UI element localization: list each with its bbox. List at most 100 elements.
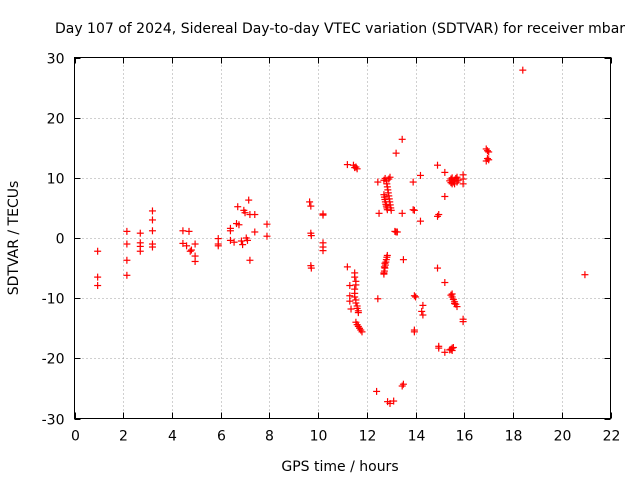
data-point bbox=[352, 281, 360, 289]
data-point bbox=[148, 227, 156, 235]
data-point bbox=[380, 269, 388, 277]
data-point bbox=[307, 202, 315, 210]
data-point bbox=[226, 227, 234, 235]
data-point bbox=[354, 309, 362, 317]
y-axis-label: SDTVAR / TECUs bbox=[6, 181, 22, 296]
data-point bbox=[343, 161, 351, 169]
data-point bbox=[448, 174, 456, 182]
data-point bbox=[399, 256, 407, 264]
data-point bbox=[123, 271, 131, 279]
y-tick-label: 10 bbox=[47, 172, 65, 188]
data-point bbox=[447, 175, 455, 183]
data-point bbox=[352, 299, 360, 307]
data-point bbox=[519, 66, 527, 74]
data-point bbox=[398, 382, 406, 390]
data-point bbox=[123, 256, 131, 264]
data-point bbox=[441, 168, 449, 176]
y-tick-label: 20 bbox=[47, 112, 65, 128]
x-tick-label: 22 bbox=[603, 429, 621, 445]
data-point bbox=[94, 282, 102, 290]
axes: 0 2 4 6 8 10 12 14 16 18 20 22 -30 -20 -10 0 10 20 30 bbox=[42, 52, 621, 445]
y-tick-label: 0 bbox=[56, 232, 65, 248]
data-point bbox=[307, 232, 315, 240]
chart-title: Day 107 of 2024, Sidereal Day-to-day VTE… bbox=[55, 21, 625, 37]
data-point bbox=[346, 282, 354, 290]
data-point bbox=[399, 380, 407, 388]
data-point bbox=[410, 292, 418, 300]
data-point bbox=[245, 196, 253, 204]
data-point bbox=[263, 220, 271, 228]
data-point bbox=[387, 206, 395, 214]
data-point bbox=[319, 247, 327, 255]
data-point bbox=[148, 216, 156, 224]
data-point bbox=[94, 273, 102, 281]
data-point bbox=[410, 206, 418, 214]
data-point bbox=[123, 227, 131, 235]
data-point bbox=[239, 241, 247, 249]
data-point bbox=[485, 148, 493, 156]
data-point bbox=[319, 211, 327, 219]
data-point bbox=[94, 247, 102, 255]
data-point bbox=[214, 242, 222, 250]
data-point bbox=[185, 227, 193, 235]
data-point bbox=[441, 348, 449, 356]
grid bbox=[74, 57, 611, 419]
data-point bbox=[351, 293, 359, 301]
data-point bbox=[123, 240, 131, 248]
data-point bbox=[237, 237, 245, 245]
data-point bbox=[306, 198, 314, 206]
data-point bbox=[353, 165, 361, 173]
data-point bbox=[347, 305, 355, 313]
data-point bbox=[226, 236, 234, 244]
data-point bbox=[383, 251, 391, 259]
data-point bbox=[435, 211, 443, 219]
x-tick-label: 2 bbox=[119, 429, 128, 445]
data-point bbox=[358, 328, 366, 336]
data-point bbox=[373, 387, 381, 395]
data-point bbox=[459, 318, 467, 326]
data-point bbox=[485, 156, 493, 164]
data-point bbox=[251, 211, 259, 219]
data-point bbox=[434, 161, 442, 169]
data-point bbox=[581, 271, 589, 279]
data-point bbox=[251, 228, 259, 236]
x-tick-label: 8 bbox=[265, 429, 274, 445]
y-tick-label: 30 bbox=[47, 52, 65, 68]
data-point bbox=[374, 295, 382, 303]
data-point bbox=[230, 238, 238, 246]
y-tick-label: -10 bbox=[42, 292, 65, 308]
data-point bbox=[390, 397, 398, 405]
data-point bbox=[179, 239, 187, 247]
data-point bbox=[187, 246, 195, 254]
data-point bbox=[419, 301, 427, 309]
data-point bbox=[191, 240, 199, 248]
data-point bbox=[441, 192, 449, 200]
data-point bbox=[448, 347, 456, 355]
data-point bbox=[419, 311, 427, 319]
y-tick-label: -30 bbox=[42, 413, 65, 429]
x-tick-label: 10 bbox=[310, 429, 328, 445]
plot-frame bbox=[74, 57, 611, 419]
data-point bbox=[243, 236, 251, 244]
data-point bbox=[381, 259, 389, 267]
data-point bbox=[235, 221, 243, 229]
data-point bbox=[183, 242, 191, 250]
data-point bbox=[398, 209, 406, 217]
data-point bbox=[454, 176, 462, 184]
data-point bbox=[179, 227, 187, 235]
data-point bbox=[392, 149, 400, 157]
data-point bbox=[434, 212, 442, 220]
data-point bbox=[246, 256, 254, 264]
data-point bbox=[451, 300, 459, 308]
data-point bbox=[483, 147, 491, 155]
data-point bbox=[263, 232, 271, 240]
x-tick-label: 6 bbox=[217, 429, 226, 445]
data-point bbox=[191, 257, 199, 265]
data-point bbox=[186, 247, 194, 255]
x-tick-label: 4 bbox=[168, 429, 177, 445]
data-point bbox=[136, 229, 144, 237]
data-point bbox=[136, 247, 144, 255]
data-point bbox=[386, 173, 394, 181]
data-point bbox=[409, 178, 417, 186]
